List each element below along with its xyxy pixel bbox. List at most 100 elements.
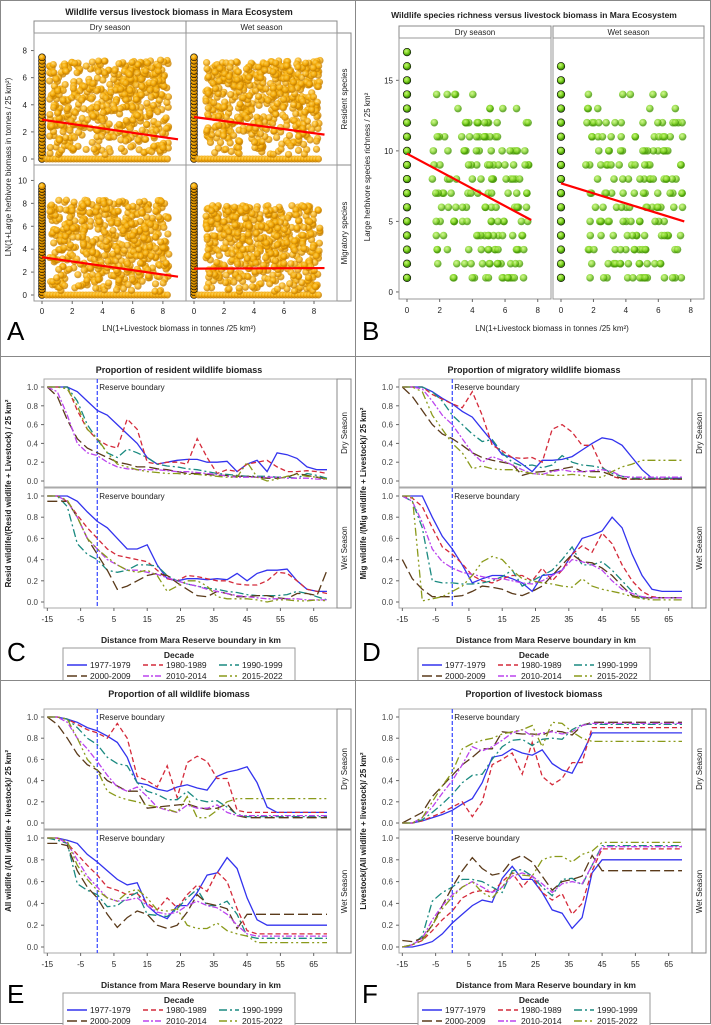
legend-item-label: 1990-1999 xyxy=(597,660,638,670)
data-point xyxy=(402,104,412,113)
data-point xyxy=(150,142,158,150)
x-tick-label: 35 xyxy=(209,615,218,624)
data-point xyxy=(450,90,459,99)
data-point xyxy=(481,203,490,212)
data-point xyxy=(152,207,160,216)
data-point xyxy=(480,132,488,141)
y-tick-label: 8 xyxy=(23,47,28,56)
data-point xyxy=(252,259,260,268)
x-tick-label: 65 xyxy=(309,960,318,969)
data-point xyxy=(556,132,566,141)
row-label: Dry Season xyxy=(340,748,349,790)
row-label: Migratory species xyxy=(340,202,349,265)
data-point xyxy=(203,126,211,135)
row-strip xyxy=(691,378,707,488)
data-point xyxy=(261,66,269,74)
data-point xyxy=(611,118,619,127)
row-label: Resident species xyxy=(340,69,349,130)
data-point xyxy=(102,237,111,246)
data-point xyxy=(273,133,281,142)
y-tick-label: 0.8 xyxy=(27,856,39,865)
data-point xyxy=(283,62,291,70)
chart-title: Proportion of all wildlife biomass xyxy=(108,689,250,699)
data-point xyxy=(248,283,256,291)
data-point xyxy=(126,71,134,79)
data-point xyxy=(660,132,669,141)
legend-item-label: 1990-1999 xyxy=(242,660,283,670)
y-tick-label: 10 xyxy=(384,147,393,156)
data-point xyxy=(622,245,630,254)
legend-item-label: 2000-2009 xyxy=(90,671,131,681)
data-point xyxy=(519,245,528,254)
x-tick-label: -15 xyxy=(397,960,409,969)
data-point xyxy=(265,114,273,122)
y-tick-label: 1.0 xyxy=(382,492,394,501)
data-point xyxy=(450,274,458,282)
data-point xyxy=(163,291,171,299)
data-point xyxy=(148,64,156,72)
fit-line xyxy=(560,182,685,223)
y-tick-label: 0.0 xyxy=(382,477,394,486)
data-point xyxy=(556,259,566,268)
data-point xyxy=(273,232,281,241)
data-point xyxy=(164,93,173,101)
data-point xyxy=(53,109,62,117)
y-tick-label: 1.0 xyxy=(27,834,39,843)
data-point xyxy=(157,56,165,64)
data-point xyxy=(142,67,150,75)
data-point xyxy=(151,280,160,288)
data-point xyxy=(152,127,160,135)
data-point xyxy=(607,132,615,141)
data-point xyxy=(487,217,495,226)
data-point xyxy=(678,132,687,141)
data-point xyxy=(444,147,452,155)
data-point xyxy=(241,283,249,291)
data-point xyxy=(264,96,272,105)
panel-letter: C xyxy=(7,637,26,667)
legend-item-label: 1977-1979 xyxy=(445,1005,486,1015)
data-point xyxy=(597,231,605,240)
data-point xyxy=(127,220,136,228)
series-line-2015-2022 xyxy=(402,386,682,478)
data-point xyxy=(298,279,306,287)
data-point xyxy=(221,244,229,253)
data-point xyxy=(402,203,412,212)
data-point xyxy=(61,232,70,240)
y-axis-label: LN(1+Large herbivore biomass in tonnes /… xyxy=(4,77,13,256)
data-point xyxy=(631,132,640,141)
data-point xyxy=(654,118,662,127)
data-point xyxy=(104,133,113,141)
line-chart-d: Proportion of migratory wildlife biomass… xyxy=(359,365,707,682)
x-tick-label: 0 xyxy=(405,306,410,315)
data-point xyxy=(146,110,154,118)
data-point xyxy=(467,189,475,197)
data-point xyxy=(255,63,263,71)
data-point xyxy=(402,273,412,282)
data-point xyxy=(292,110,300,118)
row-strip xyxy=(336,708,352,830)
legend-title: Decade xyxy=(519,650,550,660)
facet-frame xyxy=(398,829,693,954)
data-point xyxy=(639,189,648,197)
data-point xyxy=(432,217,441,226)
data-point xyxy=(128,275,137,284)
data-point xyxy=(294,63,302,71)
data-point xyxy=(75,282,83,290)
data-point xyxy=(100,200,108,208)
chart-title: Proportion of livestock biomass xyxy=(465,689,602,699)
data-point xyxy=(219,132,228,140)
series-line-1990-1999 xyxy=(402,386,682,479)
data-point xyxy=(206,138,215,147)
series-line-1980-1989 xyxy=(47,837,327,935)
data-point xyxy=(430,118,439,127)
series-line-2015-2022 xyxy=(47,837,327,944)
x-axis-label: Distance from Mara Reserve boundary in k… xyxy=(456,635,636,645)
data-point xyxy=(132,81,140,89)
data-point xyxy=(233,260,242,268)
data-point xyxy=(433,245,441,254)
data-point xyxy=(93,87,101,95)
data-point xyxy=(102,94,110,102)
data-point xyxy=(290,271,298,279)
data-point xyxy=(616,147,625,155)
data-point xyxy=(273,241,281,249)
